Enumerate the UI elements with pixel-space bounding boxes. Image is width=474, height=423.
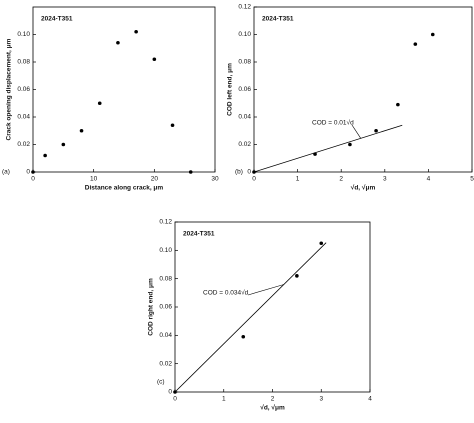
y-axis-label: Crack opening displacement, μm: [6, 38, 13, 140]
y-tick-label: 0.10: [17, 31, 30, 38]
x-axis-label: √d, √μm: [260, 404, 285, 412]
y-tick-label: 0.04: [238, 114, 251, 121]
chart-title: 2024-T351: [183, 231, 215, 238]
data-point: [430, 32, 435, 37]
data-point: [188, 170, 193, 174]
x-tick-label: 30: [211, 176, 219, 183]
x-tick-label: 1: [222, 396, 226, 403]
y-tick-label: 0.10: [238, 31, 251, 38]
data-point: [61, 142, 66, 147]
data-point: [313, 152, 317, 156]
data-point: [170, 123, 175, 128]
annotation: COD = 0.01√d: [312, 119, 354, 127]
plot-frame: [253, 6, 473, 173]
plot-frame: [174, 221, 371, 393]
data-point: [97, 101, 102, 106]
y-axis-label: COD left end, μm: [227, 63, 234, 116]
data-point: [116, 40, 120, 45]
data-point: [319, 241, 324, 246]
y-tick-label: 0.08: [17, 59, 30, 66]
y-tick-label: 0.04: [17, 114, 30, 121]
x-tick-label: 4: [427, 176, 431, 183]
data-point: [79, 128, 84, 133]
x-tick-label: 3: [319, 396, 323, 403]
chart-title: 2024-T351: [262, 16, 294, 23]
data-point: [31, 170, 35, 174]
x-tick-label: 0: [252, 176, 256, 183]
x-tick-label: 4: [368, 396, 372, 403]
data-point: [43, 153, 47, 158]
y-tick-label: 0.08: [159, 275, 172, 282]
panel-label: (c): [157, 379, 165, 386]
y-tick-label: 0: [247, 169, 251, 176]
y-tick-label: 0.06: [159, 304, 172, 311]
y-axis-label: COD right end, μm: [148, 278, 155, 336]
x-tick-label: 20: [151, 176, 159, 183]
y-tick-label: 0.12: [159, 219, 172, 226]
fit-line: [253, 124, 403, 173]
fit-line: [174, 242, 327, 393]
y-tick-label: 0.04: [159, 332, 172, 339]
y-tick-label: 0: [168, 389, 172, 396]
y-tick-label: 0.12: [238, 4, 251, 11]
y-tick-label: 0.02: [17, 141, 30, 148]
data-point: [173, 390, 177, 394]
x-tick-label: 3: [383, 176, 387, 183]
panel-label: (a): [2, 169, 10, 176]
x-tick-label: 2: [271, 396, 275, 403]
y-tick-label: 0.06: [238, 86, 251, 93]
data-point: [252, 170, 256, 174]
x-tick-label: 5: [470, 176, 474, 183]
data-point: [241, 334, 246, 339]
panel-label: (b): [235, 169, 243, 176]
y-tick-label: 0.02: [238, 141, 251, 148]
y-tick-label: 0.06: [17, 86, 30, 93]
data-point: [348, 142, 352, 147]
x-tick-label: 0: [173, 396, 177, 403]
data-point: [413, 42, 418, 46]
annotation: COD = 0.034√d: [203, 289, 249, 297]
y-tick-label: 0: [26, 169, 30, 176]
data-point: [134, 29, 138, 34]
y-tick-label: 0.08: [238, 59, 251, 66]
data-point: [396, 102, 400, 107]
x-axis-label: √d, √μm: [351, 184, 376, 192]
x-tick-label: 10: [90, 176, 98, 183]
y-tick-label: 0.02: [159, 360, 172, 367]
plot-frame: [32, 6, 216, 173]
chart-title: 2024-T351: [41, 16, 73, 23]
annotation-arrow: [351, 124, 361, 139]
data-point: [295, 274, 299, 278]
x-tick-label: 1: [296, 176, 300, 183]
x-tick-label: 2: [339, 176, 343, 183]
x-tick-label: 0: [31, 176, 35, 183]
x-axis-label: Distance along crack, μm: [85, 185, 164, 192]
data-point: [152, 57, 157, 62]
annotation-arrow: [247, 284, 284, 296]
data-point: [374, 128, 378, 133]
y-tick-label: 0.10: [159, 247, 172, 254]
